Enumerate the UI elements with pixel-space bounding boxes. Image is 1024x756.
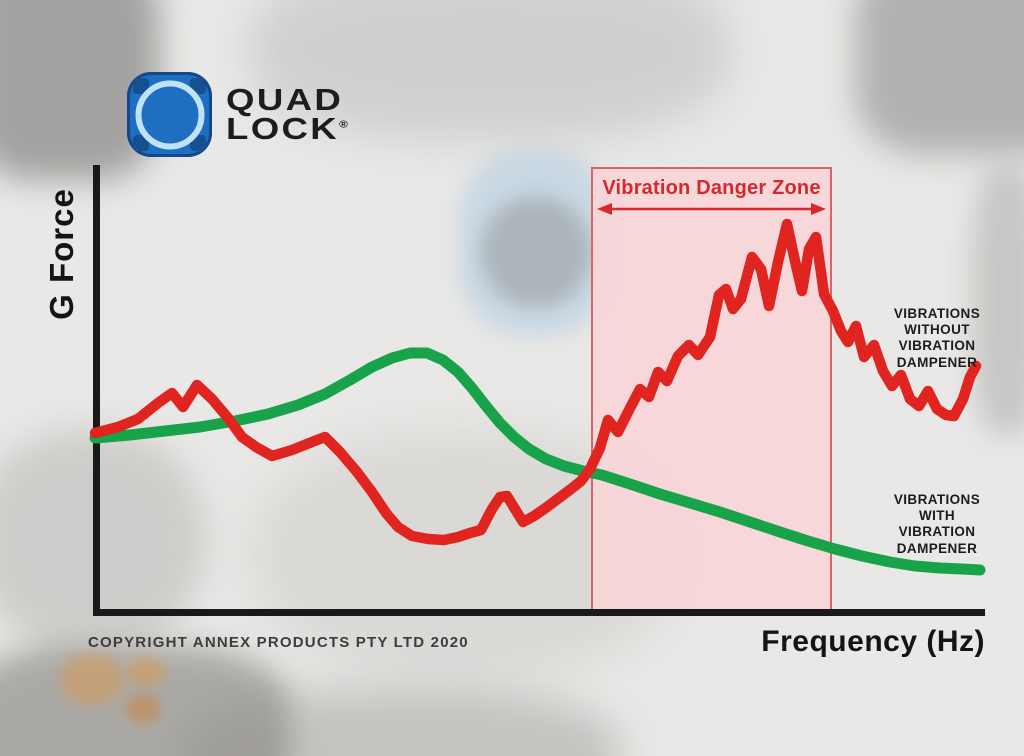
photo-gray-knob — [480, 196, 592, 308]
x-axis — [93, 609, 985, 616]
danger-zone-range-arrow-icon — [597, 203, 826, 215]
photo-brass-fitting-small2 — [125, 694, 161, 724]
photo-brass-fitting-small1 — [127, 657, 165, 687]
y-axis-label: G Force — [43, 188, 80, 320]
y-axis — [93, 165, 100, 615]
wordmark-line2: LOCK — [226, 110, 340, 146]
label-without-dampener: VIBRATIONS WITHOUT VIBRATION DAMPENER — [893, 306, 981, 370]
photo-gray-leftmid — [0, 430, 205, 650]
photo-dark-bottommid — [180, 690, 620, 756]
vibration-danger-zone: Vibration Danger Zone — [591, 167, 832, 613]
danger-zone-title: Vibration Danger Zone — [602, 177, 821, 199]
copyright-text: COPYRIGHT ANNEX PRODUCTS PTY LTD 2020 — [88, 634, 469, 651]
mount-ring — [135, 80, 204, 149]
photo-dark-bottomleft — [0, 645, 290, 756]
quadlock-wordmark: QUAD LOCK® — [226, 84, 348, 146]
quadlock-mount-icon — [127, 72, 212, 157]
photo-dark-topright — [855, 0, 1024, 155]
mount-corner-tab — [190, 135, 206, 151]
x-axis-label: Frequency (Hz) — [761, 625, 985, 658]
quadlock-logo: QUAD LOCK® — [127, 72, 348, 157]
label-with-dampener: VIBRATIONS WITH VIBRATION DAMPENER — [893, 492, 981, 556]
photo-brass-fitting-large — [60, 653, 124, 705]
photo-gray-rightedge — [972, 165, 1024, 435]
photo-blue-mount — [458, 150, 613, 335]
registered-mark: ® — [339, 119, 348, 131]
